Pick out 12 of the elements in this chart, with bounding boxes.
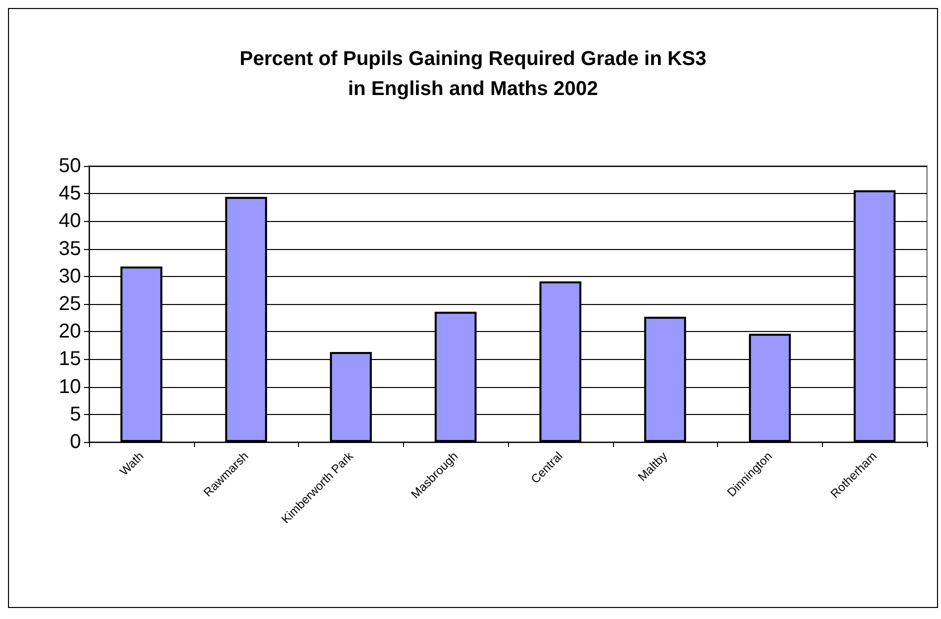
y-tick-label: 0 [70, 431, 81, 453]
y-tick-label: 15 [58, 348, 81, 370]
y-tick-label: 40 [58, 210, 81, 232]
chart-title: Percent of Pupils Gaining Required Grade in KS3 in English and Maths 2002 [240, 48, 706, 100]
y-tick-label: 30 [58, 265, 81, 288]
y-tick-label: 25 [58, 293, 81, 315]
y-tick-label: 20 [58, 320, 81, 343]
y-tick-label: 5 [70, 403, 81, 426]
y-tick-label: 45 [58, 182, 81, 205]
y-tick-label: 50 [58, 155, 81, 177]
y-tick-label: 35 [58, 238, 81, 260]
y-tick-label: 10 [58, 376, 81, 398]
